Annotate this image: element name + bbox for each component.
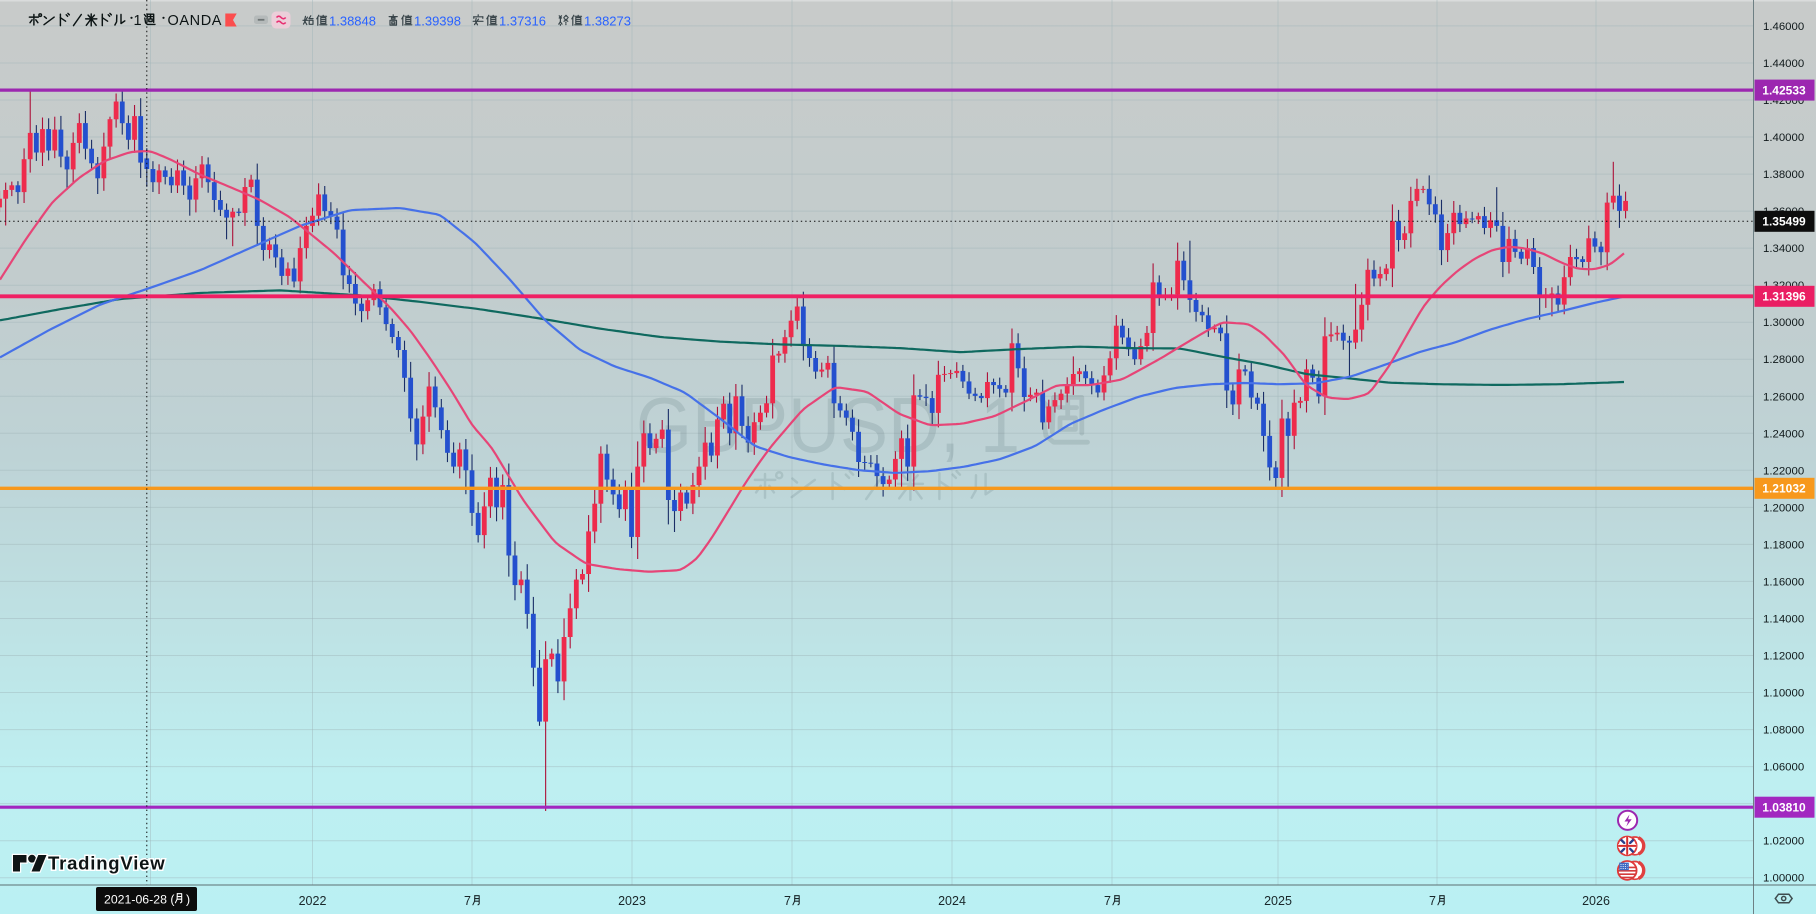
svg-text:1.10000: 1.10000 bbox=[1763, 688, 1804, 700]
svg-text:1.44000: 1.44000 bbox=[1763, 58, 1804, 70]
svg-text:1.22000: 1.22000 bbox=[1763, 465, 1804, 477]
svg-text:1.00000: 1.00000 bbox=[1763, 873, 1804, 885]
svg-text:1.38273: 1.38273 bbox=[584, 13, 631, 28]
svg-text:1.12000: 1.12000 bbox=[1763, 651, 1804, 663]
svg-text:1.34000: 1.34000 bbox=[1763, 243, 1804, 255]
svg-text:TradingView: TradingView bbox=[48, 853, 165, 874]
svg-text:7: 7 bbox=[1429, 894, 1436, 908]
svg-text:1.40000: 1.40000 bbox=[1763, 132, 1804, 144]
svg-text:1.14000: 1.14000 bbox=[1763, 614, 1804, 626]
svg-text:2022: 2022 bbox=[299, 894, 327, 908]
svg-text:1.24000: 1.24000 bbox=[1763, 428, 1804, 440]
svg-text:1.08000: 1.08000 bbox=[1763, 725, 1804, 737]
svg-text:OANDA: OANDA bbox=[168, 13, 223, 29]
svg-text:1.26000: 1.26000 bbox=[1763, 391, 1804, 403]
svg-text:2023: 2023 bbox=[618, 894, 646, 908]
svg-text:1.02000: 1.02000 bbox=[1763, 836, 1804, 848]
svg-text:1: 1 bbox=[134, 13, 142, 29]
svg-text:2024: 2024 bbox=[938, 894, 966, 908]
svg-text:1.28000: 1.28000 bbox=[1763, 354, 1804, 366]
svg-text:2026: 2026 bbox=[1582, 894, 1610, 908]
svg-text:7: 7 bbox=[1104, 894, 1111, 908]
svg-text:1.18000: 1.18000 bbox=[1763, 539, 1804, 551]
svg-text:): ) bbox=[186, 893, 190, 907]
svg-text:1.20000: 1.20000 bbox=[1763, 502, 1804, 514]
svg-text:1.39398: 1.39398 bbox=[414, 13, 461, 28]
svg-text:1.21032: 1.21032 bbox=[1762, 482, 1806, 496]
svg-text:2021-06-28 (: 2021-06-28 ( bbox=[104, 893, 175, 907]
svg-text:1.38000: 1.38000 bbox=[1763, 169, 1804, 181]
svg-text:1.03810: 1.03810 bbox=[1762, 801, 1806, 815]
svg-text:1.16000: 1.16000 bbox=[1763, 576, 1804, 588]
svg-text:1.37316: 1.37316 bbox=[499, 13, 546, 28]
svg-text:7: 7 bbox=[784, 894, 791, 908]
svg-text:GBPUSD, 1: GBPUSD, 1 bbox=[636, 381, 1020, 469]
svg-text:1.30000: 1.30000 bbox=[1763, 317, 1804, 329]
svg-text:1.31396: 1.31396 bbox=[1762, 290, 1806, 304]
svg-text:1.42533: 1.42533 bbox=[1762, 83, 1806, 97]
svg-text:1.46000: 1.46000 bbox=[1763, 21, 1804, 33]
svg-text:1.06000: 1.06000 bbox=[1763, 762, 1804, 774]
svg-text:2025: 2025 bbox=[1264, 894, 1292, 908]
svg-text:1.38848: 1.38848 bbox=[329, 13, 376, 28]
svg-text:7: 7 bbox=[464, 894, 471, 908]
svg-text:1.35499: 1.35499 bbox=[1762, 215, 1806, 229]
